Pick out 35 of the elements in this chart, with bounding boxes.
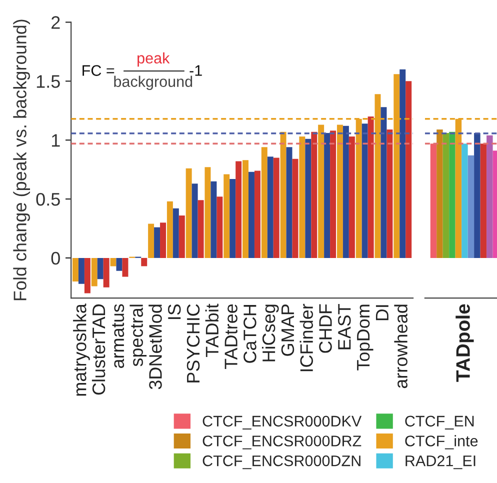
annotation: FC = <box>82 65 114 76</box>
y-tick-label: 1.5 <box>36 75 60 88</box>
annotation: -1 <box>190 65 202 76</box>
y-tick-label: 0.5 <box>36 192 60 206</box>
x-tick-label: DI <box>376 305 388 320</box>
x-tick-label: ICFinder <box>300 304 314 372</box>
x-tick-label: TADbit <box>205 304 219 358</box>
x-tick-label: CaTCH <box>244 305 256 363</box>
y-tick-label: 2 <box>52 16 60 29</box>
y-tick-label: 0 <box>51 252 60 265</box>
y-tick-label: 1 <box>52 134 60 147</box>
x-tick-label: HiCseg <box>262 304 279 362</box>
x-tick-label: armatus <box>112 304 124 368</box>
x-tick-label: ClusterTAD <box>92 304 106 395</box>
x-tick-label: GMAP <box>281 304 294 356</box>
annotation: background <box>114 76 192 90</box>
x-tick-label: 3DNetMod <box>148 304 162 390</box>
annotation: peak <box>138 52 170 67</box>
legend-label: CTCF_ENCSR000DRZ <box>202 436 362 450</box>
x-tick-label: EAST <box>338 304 351 350</box>
x-tick-label: IS <box>168 304 181 319</box>
y-axis-title: Fold change (peak vs. background) <box>13 20 30 300</box>
legend-label: RAD21_EI <box>406 455 476 470</box>
x-tick-label: arrowhead <box>394 304 408 388</box>
legend-label: CTCF_ENCSR000DKV <box>202 416 362 430</box>
x-tick-label: TADtree <box>224 304 238 370</box>
x-tick-label: spectral <box>130 304 147 366</box>
legend-label: CTCF_inte <box>405 435 478 450</box>
legend-label: CTCF_ENCSR000DZN <box>202 455 360 470</box>
x-tick-label: TopDom <box>357 304 374 370</box>
x-tick-label: matryoshka <box>73 304 90 396</box>
legend-label: CTCF_EN <box>405 416 474 430</box>
x-tick-label: PSYCHIC <box>186 304 200 382</box>
x-tick-label: CHDF <box>319 304 332 353</box>
x-tick-label: TADpole <box>456 304 474 382</box>
